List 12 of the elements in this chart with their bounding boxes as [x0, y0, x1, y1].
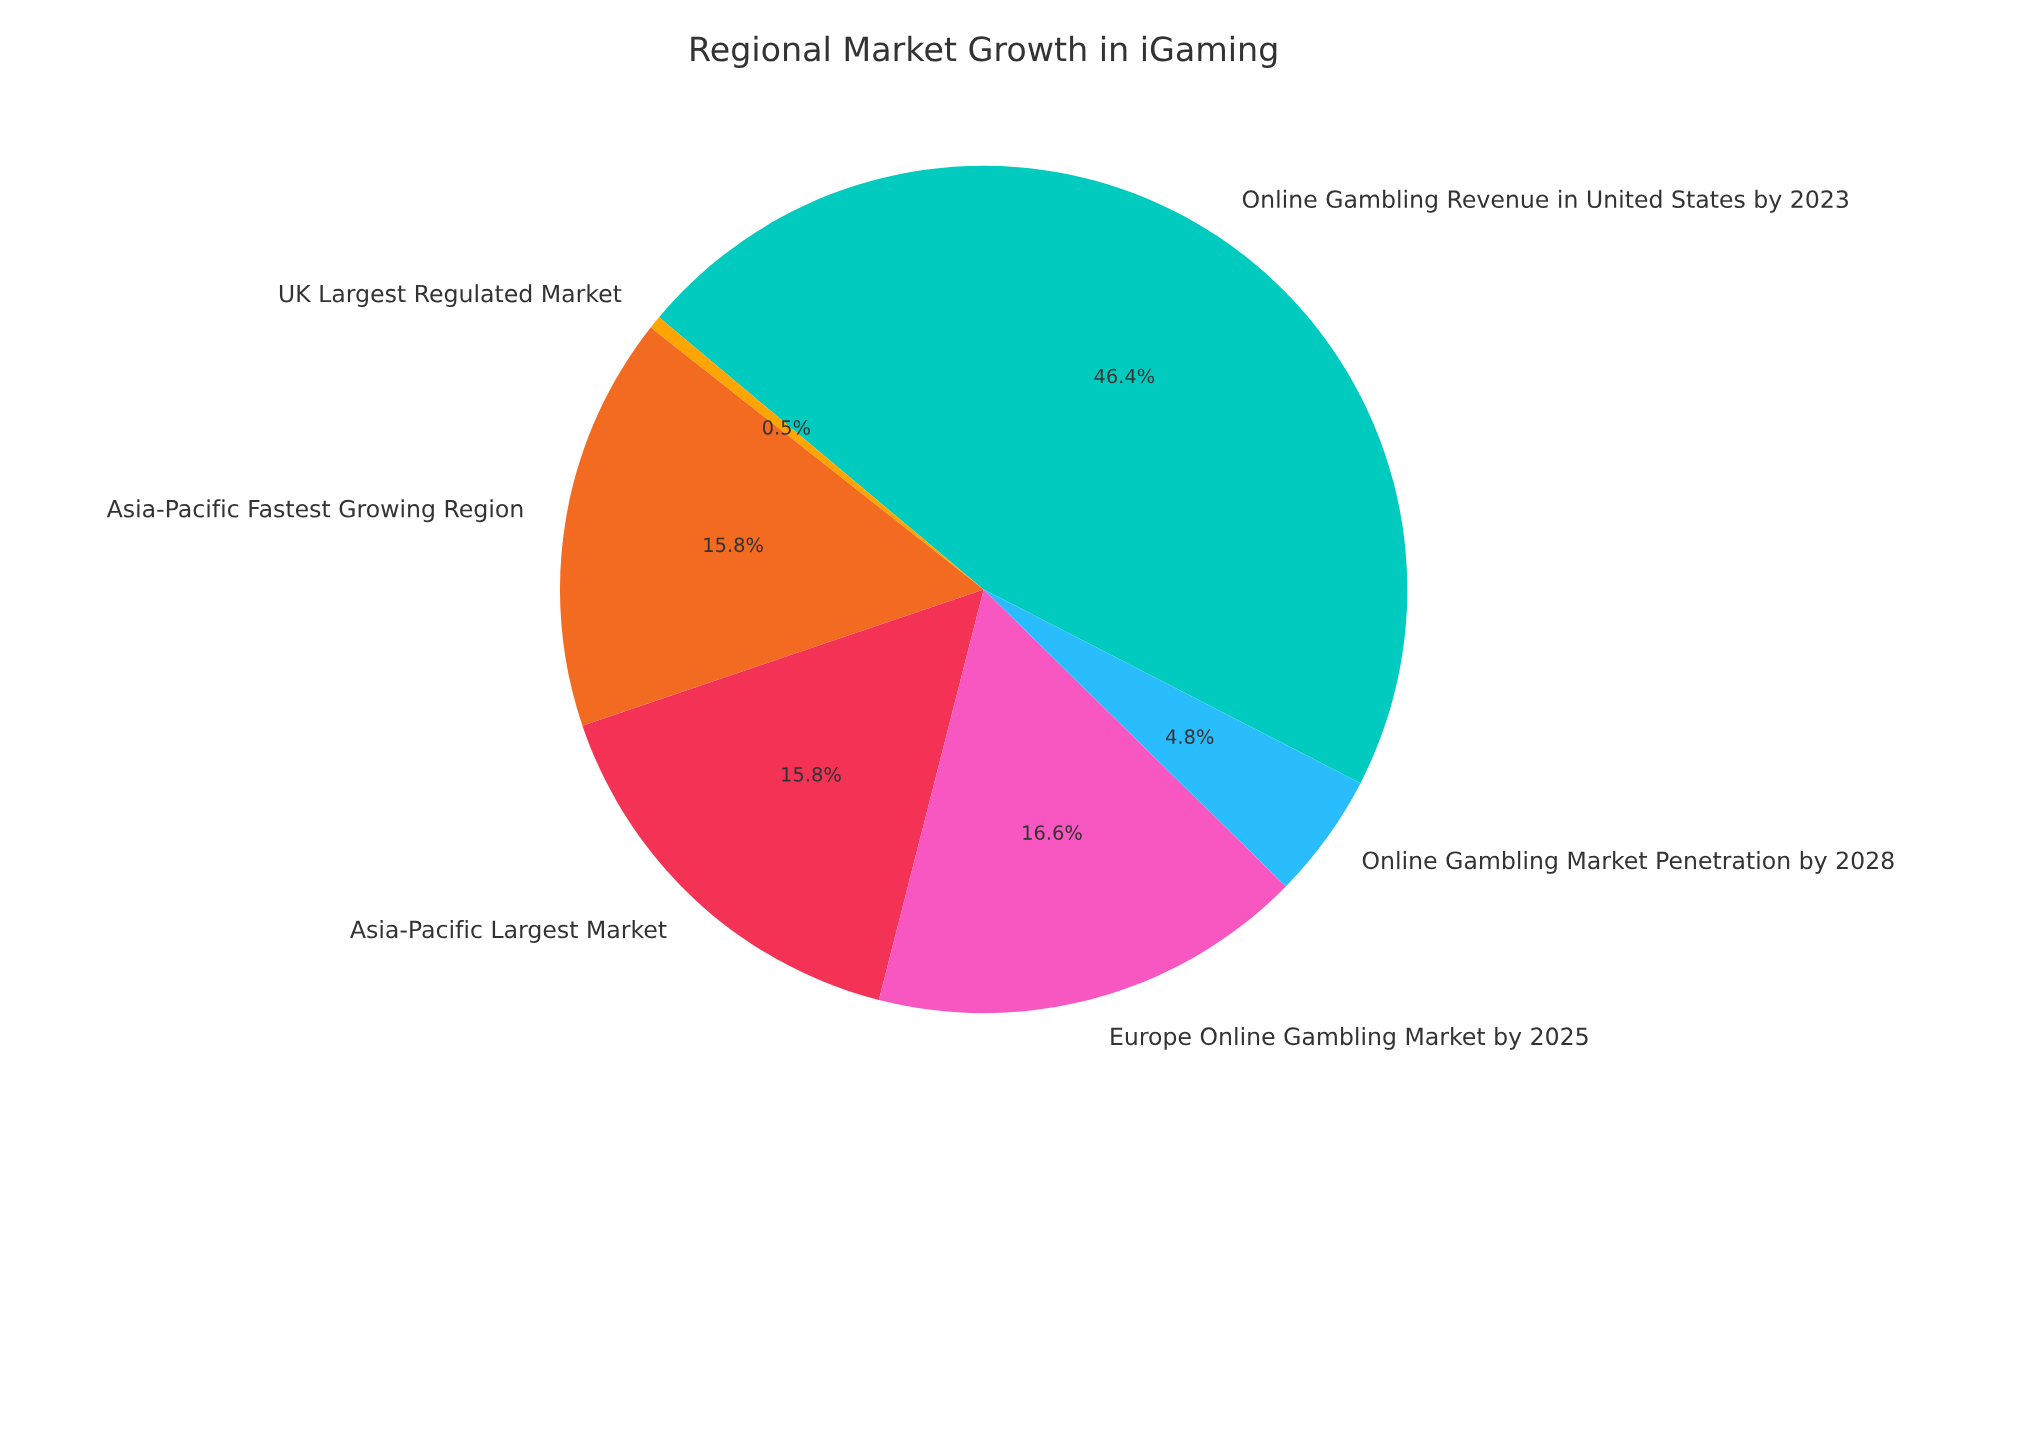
slice-label: Asia-Pacific Largest Market: [350, 920, 667, 943]
chart-title: Regional Market Growth in iGaming: [691, 35, 1277, 68]
data-label: 4.8%: [1165, 729, 1214, 744]
slice-label: Online Gambling Revenue in United States by 2023: [1242, 189, 1848, 213]
data-label: 15.8%: [782, 766, 841, 782]
slice-label: Asia-Pacific Fastest Growing Region: [106, 499, 523, 523]
data-label: 16.6%: [1023, 825, 1082, 840]
data-label: 46.4%: [1094, 368, 1155, 384]
slice-label: Europe Online Gambling Market by 2025: [1111, 1026, 1588, 1050]
slice-label: UK Largest Regulated Market: [279, 284, 622, 307]
slice-label: Online Gambling Market Penetration by 2028: [1362, 850, 1894, 874]
data-label: 15.8%: [704, 537, 763, 553]
